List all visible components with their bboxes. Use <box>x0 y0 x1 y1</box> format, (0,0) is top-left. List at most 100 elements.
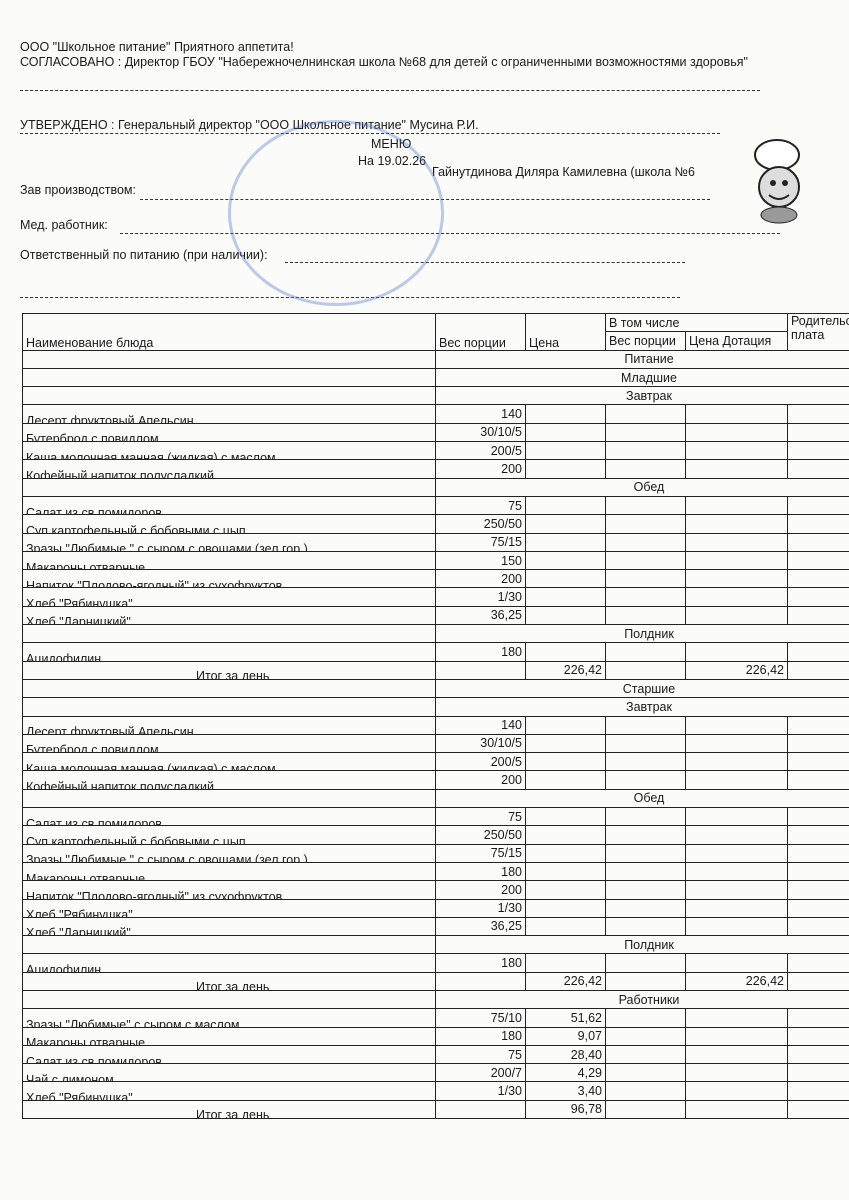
subsidy-cell <box>685 1081 788 1101</box>
parent-cell <box>787 605 849 626</box>
price-cell: 9,07 <box>525 1026 606 1046</box>
table-row: Полдник <box>22 624 849 644</box>
price-cell: 51,62 <box>525 1008 606 1028</box>
price-cell: 4,29 <box>525 1063 606 1083</box>
total-label: Итог за день <box>196 980 270 991</box>
subsidy-cell <box>685 715 788 735</box>
company: ООО "Школьное питание" Приятного аппетит… <box>20 40 294 54</box>
empty-cell <box>22 624 436 644</box>
name-cell: Напиток "Плодово-ягодный" из сухофруктов <box>22 569 436 589</box>
dish-name: Хлеб "Дарницкий" <box>26 615 131 625</box>
table-row: Суп картофельный с бобовыми с цып 250/50 <box>22 825 849 845</box>
sub_weight-cell <box>605 532 686 552</box>
weight-cell: 1/30 <box>435 1081 526 1101</box>
dish-name: Чай с лимоном <box>26 1072 114 1082</box>
dish-name: Бутерброд с повидлом <box>26 743 159 753</box>
table-row: Зразы "Любимые" с сыром с маслом 75/10 51,… <box>22 1008 849 1028</box>
price-cell <box>525 953 606 973</box>
table-row: Каша молочная манная (жидкая) с маслом 20… <box>22 441 849 461</box>
price-cell <box>525 916 606 937</box>
weight-cell: 200/5 <box>435 752 526 772</box>
parent-cell <box>787 587 849 607</box>
table-row: Напиток "Плодово-ягодный" из сухофруктов… <box>22 880 849 900</box>
header-cell: В том числе <box>605 312 788 333</box>
table-row: Кофейный напиток полусладкий 200 <box>22 459 849 479</box>
weight-cell: 75/15 <box>435 843 526 863</box>
name-cell: Ацидофилин <box>22 642 436 662</box>
empty-cell <box>22 935 436 955</box>
table-row: Суп картофельный с бобовыми с цып 250/50 <box>22 514 849 534</box>
parent-cell <box>787 971 849 991</box>
header-cell: Цена <box>525 313 606 351</box>
sub_weight-cell <box>605 916 686 937</box>
subsidy-cell: 226,42 <box>685 660 788 680</box>
sub_weight-cell <box>605 715 686 735</box>
price-cell <box>525 550 606 571</box>
name-cell: Каша молочная манная (жидкая) с маслом <box>22 441 436 461</box>
name-cell: Хлеб "Рябинушка" <box>22 898 436 918</box>
header-cell: Вес порции <box>435 313 526 351</box>
weight-cell: 250/50 <box>435 514 526 534</box>
weight-cell <box>435 971 526 991</box>
sub_weight-cell <box>605 587 686 607</box>
table-row: Зразы "Любимые " с сыром с овощами (зел.… <box>22 532 849 552</box>
menu-table: Наименование блюда Вес порции Цена В том… <box>22 312 849 1120</box>
name-cell: Десерт фруктовый Апельсин <box>22 715 436 735</box>
name-cell: Десерт фруктовый Апельсин <box>22 404 436 424</box>
table-row: Ацидофилин 180 <box>22 642 849 662</box>
section-cell: Обед <box>435 477 849 497</box>
table-row: Хлеб "Дарницкий" 36,25 <box>22 916 849 937</box>
table-row: Макароны отварные 150 <box>22 550 849 571</box>
weight-cell: 140 <box>435 715 526 735</box>
price-cell <box>525 532 606 552</box>
subsidy-cell <box>685 550 788 571</box>
sub_weight-cell <box>605 971 686 991</box>
table-row: Итог за день 226,42 226,42 <box>22 660 849 680</box>
dish-name: Макароны отварные <box>26 1036 146 1046</box>
subsidy-cell <box>685 404 788 424</box>
table-row: Старшие <box>22 678 849 699</box>
weight-cell <box>435 660 526 680</box>
section-cell: Работники <box>435 989 849 1010</box>
weight-cell: 75 <box>435 495 526 516</box>
weight-cell: 180 <box>435 1026 526 1046</box>
sub_weight-cell <box>605 898 686 918</box>
sub_weight-cell <box>605 1008 686 1028</box>
name-cell: Напиток "Плодово-ягодный" из сухофруктов <box>22 880 436 900</box>
dish-name: Кофейный напиток полусладкий <box>26 469 214 479</box>
name-cell: Хлеб "Дарницкий" <box>22 916 436 937</box>
sub_weight-cell <box>605 514 686 534</box>
dish-name: Макароны отварные <box>26 871 146 881</box>
subsidy-cell <box>685 843 788 863</box>
price-cell <box>525 733 606 754</box>
dish-name: Салат из св.помидоров <box>26 816 162 826</box>
sub_weight-cell <box>605 1026 686 1046</box>
name-cell: Салат из св.помидоров <box>22 807 436 827</box>
parent-cell <box>787 752 849 772</box>
empty-cell <box>22 678 436 699</box>
table-row: Младшие <box>22 367 849 388</box>
weight-cell <box>435 1099 526 1120</box>
sub_weight-cell <box>605 550 686 571</box>
dash-line <box>285 262 685 263</box>
header-cell: Наименование блюда <box>22 313 436 351</box>
weight-cell: 36,25 <box>435 605 526 626</box>
dish-name: Зразы "Любимые" с сыром с маслом <box>26 1017 240 1028</box>
parent-cell <box>787 861 849 882</box>
dish-name: Хлеб "Рябинушка" <box>26 1091 133 1101</box>
dish-name: Каша молочная манная (жидкая) с маслом <box>26 761 276 771</box>
price-cell <box>525 495 606 516</box>
dish-name: Бутерброд с повидлом <box>26 432 159 442</box>
dish-name: Напиток "Плодово-ягодный" из сухофруктов <box>26 578 283 588</box>
weight-cell: 30/10/5 <box>435 733 526 754</box>
empty-cell <box>22 386 436 406</box>
name-cell: Кофейный напиток полусладкий <box>22 459 436 479</box>
weight-cell: 200 <box>435 770 526 790</box>
parent-cell <box>787 898 849 918</box>
dish-name: Кофейный напиток полусладкий <box>26 780 214 790</box>
table-row: Салат из св.помидоров 75 28,40 <box>22 1044 849 1065</box>
table-row: Обед <box>22 788 849 809</box>
header-cell: Вес порции <box>605 331 686 351</box>
dish-name: Салат из св.помидоров <box>26 505 162 515</box>
